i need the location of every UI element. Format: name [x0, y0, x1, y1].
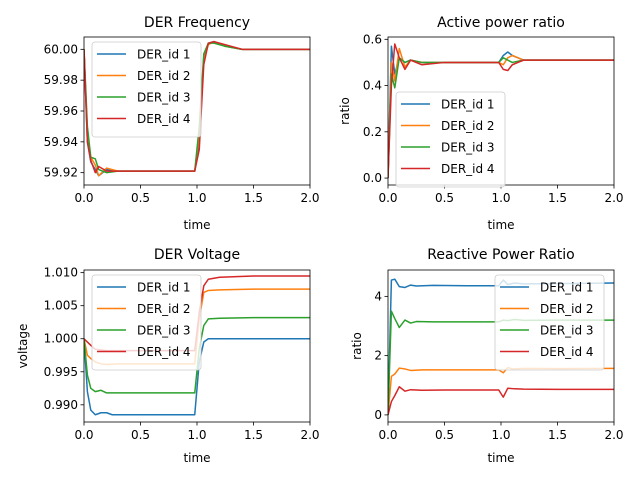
x-tick-label: 0.5 — [131, 428, 150, 442]
legend-label-3: DER_id 3 — [137, 324, 191, 338]
x-tick-label: 1.0 — [491, 428, 510, 442]
legend: DER_id 1 DER_id 2 DER_id 3 DER_id 4 — [395, 91, 506, 188]
panel-active-power-ratio: Active power ratio time ratio 0.0 0.5 1.0 1… — [338, 15, 624, 232]
panel-der-voltage: DER Voltage time voltage 0.0 0.5 1.0 1.5 2.0… — [16, 247, 320, 465]
plot-lines — [388, 43, 614, 179]
y-tick-label: 0.0 — [363, 171, 382, 185]
x-tick-label: 2.0 — [300, 191, 319, 205]
legend-label-1: DER_id 1 — [137, 48, 191, 62]
x-tick-label: 1.5 — [548, 191, 567, 205]
series-line-4 — [388, 43, 614, 179]
y-tick-label: 0.4 — [363, 79, 382, 93]
x-tick-label: 1.0 — [491, 191, 510, 205]
x-tick-label: 0.0 — [74, 428, 93, 442]
legend-label-2: DER_id 2 — [137, 302, 191, 316]
legend-label-3: DER_id 3 — [137, 91, 191, 105]
y-tick-label: 59.98 — [44, 73, 78, 87]
series-line-4 — [84, 40, 310, 174]
legend-label-4: DER_id 4 — [137, 345, 191, 359]
legend-label-4: DER_id 4 — [441, 162, 495, 176]
legend-label-3: DER_id 3 — [540, 324, 594, 338]
x-tick-label: 0.5 — [435, 428, 454, 442]
legend-label-3: DER_id 3 — [441, 141, 495, 155]
legend-label-2: DER_id 2 — [540, 302, 594, 316]
y-tick-label: 59.96 — [44, 104, 78, 118]
x-axis-label: time — [183, 451, 210, 465]
y-tick-label: 0.6 — [363, 32, 382, 46]
panel-der-frequency: DER Frequency time 0.0 0.5 1.0 1.5 2.0 59.92 5… — [44, 15, 320, 232]
legend-box — [91, 41, 202, 138]
y-tick-label: 0.990 — [44, 398, 78, 412]
x-tick-label: 1.0 — [187, 191, 206, 205]
legend-label-2: DER_id 2 — [137, 69, 191, 83]
legend-label-4: DER_id 4 — [540, 345, 594, 359]
legend-label-2: DER_id 2 — [441, 119, 495, 133]
panel-reactive-power-ratio: Reactive Power Ratio time ratio 0.0 0.5 1.… — [350, 247, 624, 465]
plot-lines — [84, 40, 310, 177]
y-axis-label: ratio — [338, 97, 352, 125]
y-axis-label: voltage — [16, 324, 30, 369]
legend-label-4: DER_id 4 — [137, 112, 191, 126]
y-tick-label: 0 — [374, 408, 382, 422]
legend: DER_id 1 DER_id 2 DER_id 3 DER_id 4 — [91, 41, 202, 138]
chart-title: DER Frequency — [144, 15, 250, 31]
y-tick-label: 1.000 — [44, 332, 78, 346]
x-axis-label: time — [487, 218, 514, 232]
x-tick-label: 1.5 — [244, 428, 263, 442]
series-line-4 — [388, 385, 614, 416]
x-axis-label: time — [183, 218, 210, 232]
x-tick-label: 1.0 — [187, 428, 206, 442]
series-line-1 — [84, 337, 310, 416]
x-axis-label: time — [487, 451, 514, 465]
x-tick-label: 1.5 — [548, 428, 567, 442]
y-tick-label: 2 — [374, 349, 382, 363]
x-tick-label: 0.0 — [74, 191, 93, 205]
chart-title: Reactive Power Ratio — [427, 247, 574, 263]
chart-title: Active power ratio — [437, 15, 565, 31]
x-tick-label: 0.5 — [131, 191, 150, 205]
legend-box — [494, 274, 605, 371]
x-tick-label: 1.5 — [244, 191, 263, 205]
y-tick-label: 59.94 — [44, 135, 78, 149]
legend-label-1: DER_id 1 — [137, 281, 191, 295]
y-tick-label: 1.005 — [44, 299, 78, 313]
y-tick-label: 59.92 — [44, 166, 78, 180]
y-tick-label: 60.00 — [44, 42, 78, 56]
y-tick-label: 4 — [374, 289, 382, 303]
x-tick-label: 2.0 — [604, 191, 623, 205]
x-tick-label: 2.0 — [300, 428, 319, 442]
series-line-3 — [84, 316, 310, 394]
y-tick-label: 0.995 — [44, 365, 78, 379]
legend: DER_id 1 DER_id 2 DER_id 3 DER_id 4 — [494, 274, 605, 371]
x-tick-label: 0.0 — [378, 428, 397, 442]
x-tick-label: 2.0 — [604, 428, 623, 442]
y-tick-label: 1.010 — [44, 266, 78, 280]
y-axis-label: ratio — [350, 332, 364, 360]
chart-title: DER Voltage — [154, 247, 240, 263]
x-tick-label: 0.5 — [435, 191, 454, 205]
legend-label-1: DER_id 1 — [540, 281, 594, 295]
y-tick-label: 0.2 — [363, 125, 382, 139]
legend-label-1: DER_id 1 — [441, 98, 495, 112]
legend: DER_id 1 DER_id 2 DER_id 3 DER_id 4 — [91, 274, 202, 371]
x-tick-label: 0.0 — [378, 191, 397, 205]
legend-box — [91, 274, 202, 371]
legend-box — [395, 91, 506, 188]
